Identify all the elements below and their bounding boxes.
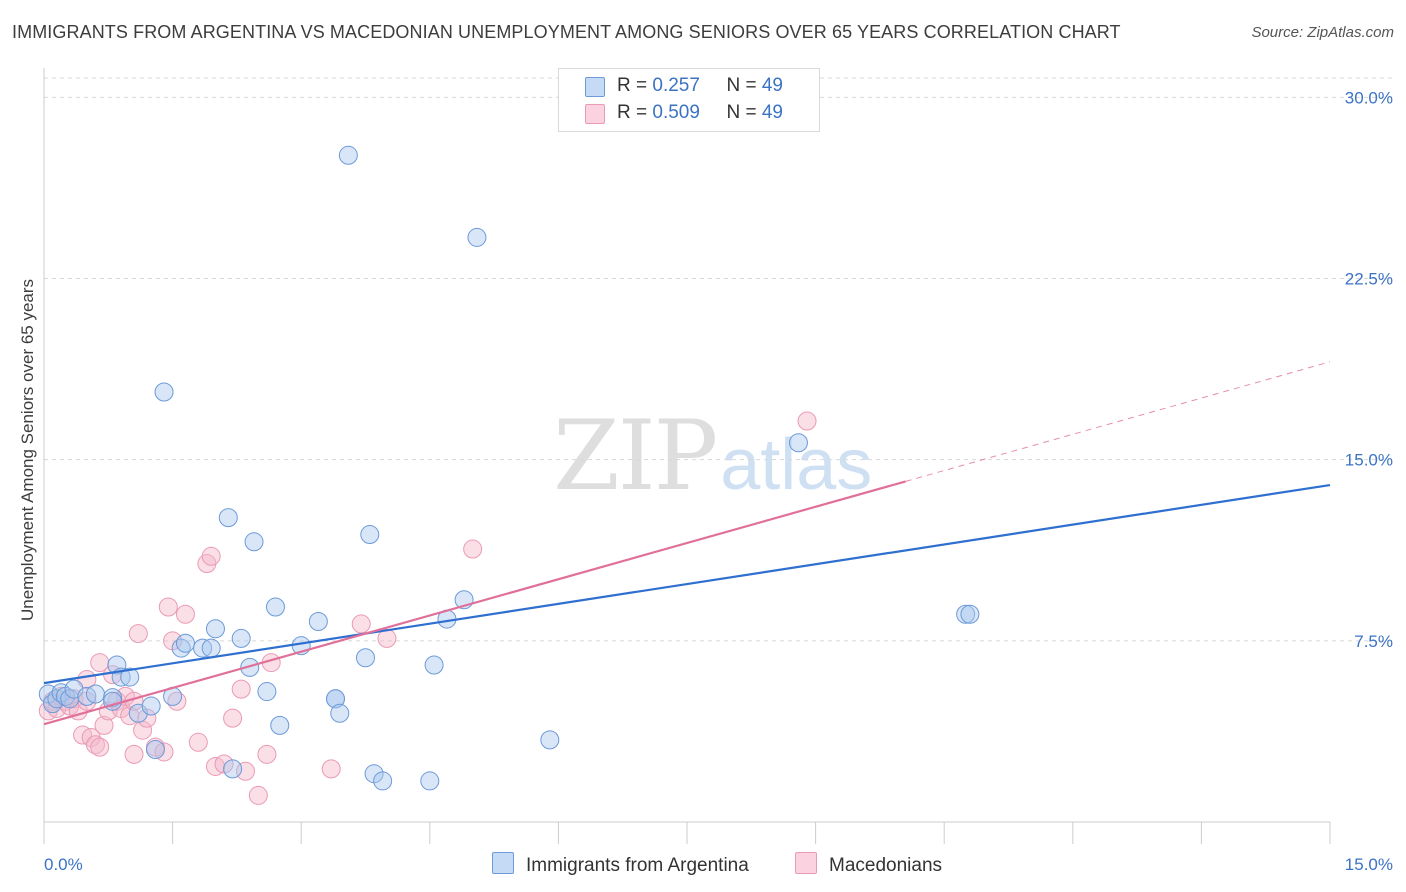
data-point-argentina xyxy=(330,703,350,723)
legend-n-label: N = xyxy=(726,102,762,123)
data-point-argentina xyxy=(356,648,375,668)
x-tick-label: 15.0% xyxy=(1345,855,1393,874)
data-point-macedonians xyxy=(248,785,268,805)
watermark-atlas: atlas xyxy=(720,425,873,505)
data-point-macedonians xyxy=(90,737,110,757)
bottom-legend-label-argentina: Immigrants from Argentina xyxy=(526,855,749,876)
axes xyxy=(43,68,1331,844)
chart-title: IMMIGRANTS FROM ARGENTINA VS MACEDONIAN … xyxy=(12,22,1121,42)
data-point-argentina xyxy=(956,604,976,624)
argentina-points xyxy=(38,145,980,791)
data-point-argentina xyxy=(201,638,221,658)
data-point-argentina xyxy=(788,433,808,453)
legend-swatch-blue xyxy=(585,77,605,97)
legend-r-value: 0.509 xyxy=(652,102,700,123)
data-point-macedonians xyxy=(124,744,144,764)
data-point-argentina xyxy=(85,684,105,704)
trend-extension-macedonians xyxy=(905,361,1331,482)
y-tick-label: 22.5% xyxy=(1345,269,1393,288)
data-point-argentina xyxy=(257,682,277,702)
legend-n-value: 49 xyxy=(761,75,783,96)
data-point-argentina xyxy=(244,532,264,552)
data-point-macedonians xyxy=(188,732,208,752)
y-tick-label: 15.0% xyxy=(1345,451,1393,470)
data-point-macedonians xyxy=(231,679,251,699)
data-point-argentina xyxy=(338,145,358,165)
legend-r-value: 0.257 xyxy=(652,75,700,96)
data-point-macedonians xyxy=(128,624,148,644)
source-label: Source: ZipAtlas.com xyxy=(1251,24,1394,41)
watermark-zip: ZIP xyxy=(553,400,718,512)
data-point-macedonians xyxy=(223,708,243,728)
bottom-legend-macedonians: Macedonians xyxy=(795,852,942,877)
data-point-argentina xyxy=(120,667,140,687)
data-point-argentina xyxy=(218,508,238,528)
legend-swatch-pink xyxy=(585,104,605,124)
data-point-argentina xyxy=(265,597,285,617)
data-point-argentina xyxy=(107,655,127,675)
data-point-argentina xyxy=(145,740,165,760)
data-point-argentina xyxy=(420,771,440,791)
legend: R = 0.257 N = 49 R = 0.509 N = 49 xyxy=(558,68,820,132)
legend-r-label: R = xyxy=(617,102,653,123)
data-point-argentina xyxy=(154,382,174,402)
bottom-legend-swatch-blue xyxy=(492,852,514,874)
data-point-argentina xyxy=(205,619,225,639)
bottom-legend-argentina: Immigrants from Argentina xyxy=(492,852,749,877)
data-point-argentina xyxy=(240,657,260,677)
data-point-macedonians xyxy=(137,708,157,728)
legend-text-macedonians: R = 0.509 N = 49 xyxy=(617,102,783,124)
data-point-macedonians xyxy=(175,604,195,624)
data-point-argentina xyxy=(231,628,251,648)
legend-text-argentina: R = 0.257 N = 49 xyxy=(617,75,783,97)
data-point-macedonians xyxy=(214,754,234,774)
legend-n-label: N = xyxy=(726,75,762,96)
watermark: ZIPatlas xyxy=(553,400,872,512)
data-point-macedonians xyxy=(257,744,277,764)
bottom-legend-label-macedonians: Macedonians xyxy=(829,855,943,876)
trend-lines xyxy=(43,361,1331,726)
tick-labels: 7.5% 15.0% 22.5% 30.0% 0.0% 15.0% xyxy=(44,88,1393,874)
data-point-macedonians xyxy=(797,411,817,431)
data-point-macedonians xyxy=(351,614,371,634)
trend-line-argentina xyxy=(43,483,1331,685)
x-tick-label: 0.0% xyxy=(44,855,83,874)
data-point-macedonians xyxy=(201,546,221,566)
y-tick-label: 7.5% xyxy=(1354,632,1393,651)
data-point-macedonians xyxy=(463,539,483,559)
trend-line-macedonians xyxy=(43,480,906,726)
data-point-argentina xyxy=(360,525,380,545)
legend-n-value: 49 xyxy=(761,102,783,123)
y-tick-label: 30.0% xyxy=(1345,88,1393,107)
data-point-argentina xyxy=(175,633,195,653)
data-point-argentina xyxy=(960,604,980,624)
data-point-argentina xyxy=(270,715,290,735)
data-point-argentina xyxy=(325,689,345,709)
data-point-argentina xyxy=(373,771,393,791)
legend-r-label: R = xyxy=(617,75,653,96)
data-point-argentina xyxy=(540,730,560,750)
data-point-macedonians xyxy=(158,597,178,617)
data-point-argentina xyxy=(141,696,161,716)
data-point-argentina xyxy=(60,689,80,709)
bottom-legend-swatch-pink xyxy=(795,852,817,874)
y-axis-label: Unemployment Among Seniors over 65 years xyxy=(18,279,37,621)
data-point-macedonians xyxy=(90,653,110,673)
data-point-argentina xyxy=(424,655,444,675)
gridlines xyxy=(44,77,1395,642)
data-point-macedonians xyxy=(94,715,114,735)
data-point-argentina xyxy=(467,227,487,247)
data-point-argentina xyxy=(308,612,328,632)
data-point-macedonians xyxy=(321,759,341,779)
data-point-argentina xyxy=(223,759,243,779)
